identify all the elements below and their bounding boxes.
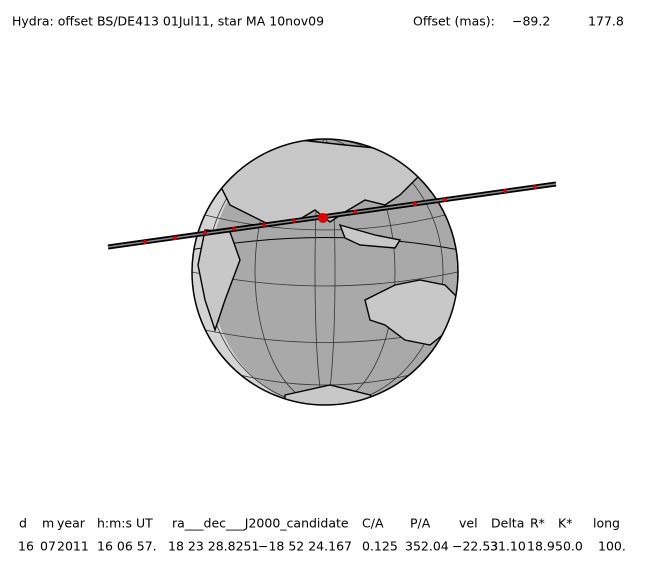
cell: 16 06 57.: [97, 539, 157, 554]
cell: −18 52 24.167: [258, 539, 352, 554]
offset-value: 177.8: [588, 14, 624, 29]
cell: 352.04: [405, 539, 449, 554]
cell: 16: [18, 539, 34, 554]
cell: 18 23 28.8251: [168, 539, 259, 554]
column-header: year: [57, 516, 86, 531]
offset-value: −89.2: [512, 14, 550, 29]
cell: 07: [40, 539, 56, 554]
title: Hydra: offset BS/DE413 01Jul11, star MA …: [12, 14, 324, 29]
column-header: d: [19, 516, 27, 531]
cell: 0.125: [362, 539, 398, 554]
shadow-path: [107, 181, 557, 250]
column-header: long: [593, 516, 620, 531]
land: [197, 139, 458, 405]
column-header: Delta: [491, 516, 524, 531]
column-header: R*: [530, 516, 545, 531]
column-header: vel: [459, 516, 478, 531]
cell: 31.10: [490, 539, 526, 554]
cell: 50.0: [555, 539, 583, 554]
time-ticks: [143, 185, 537, 244]
offset-label: Offset (mas):: [413, 14, 495, 29]
column-header: ra___dec___J2000_candidate: [172, 516, 349, 531]
column-header: m: [42, 516, 54, 531]
column-header: h:m:s UT: [97, 516, 153, 531]
event-table: d m year h:m:s UT ra___dec___J2000_candidate…: [18, 516, 626, 554]
event-point: [318, 213, 328, 223]
cell: 2011: [57, 539, 89, 554]
column-header: C/A: [362, 516, 384, 531]
column-header: K*: [558, 516, 572, 531]
cell: 100.: [598, 539, 626, 554]
cell: 18.9: [527, 539, 555, 554]
cell: −22.53: [452, 539, 498, 554]
globe: [107, 138, 557, 406]
column-header: P/A: [410, 516, 431, 531]
